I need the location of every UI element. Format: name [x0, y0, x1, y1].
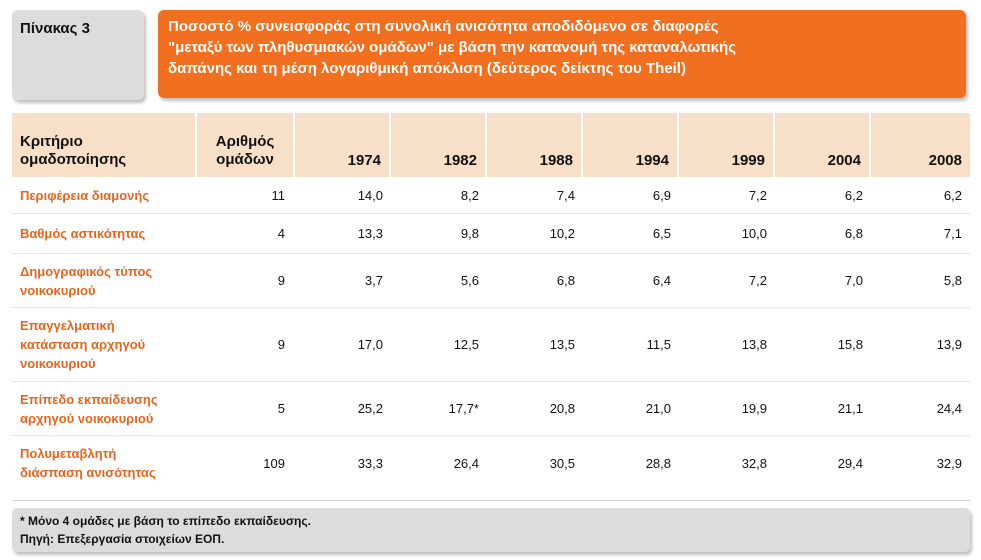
value-cell: 6,8 — [487, 254, 583, 308]
col-header-year: 2004 — [775, 113, 871, 177]
value-cell: 28,8 — [645, 455, 671, 471]
row-criterion: Βαθμός αστικότητας — [12, 214, 197, 254]
value-cell: 7,2 — [679, 177, 775, 214]
value-cell: 13,3 — [295, 214, 391, 254]
row-criterion: Επαγγελματική κατάσταση αρχηγού νοικοκυριο… — [12, 308, 197, 382]
value-cell: 25,2 — [295, 382, 391, 436]
value-cell: 6,2 — [775, 177, 871, 214]
value-cell: 24,4 — [871, 382, 970, 436]
header-row: Κριτήριο ομαδοποίησης Αριθμός ομάδων 197… — [12, 113, 970, 177]
value-cell: 26,4 — [453, 455, 479, 471]
value-cell: 5,8 — [871, 254, 970, 308]
value-cell: 3,7 — [295, 254, 391, 308]
row-groups: 11 — [197, 177, 295, 214]
value-cell: 6,4 — [583, 254, 679, 308]
row-criterion: Δημογραφικός τύπος νοικοκυριού — [12, 254, 197, 308]
value-cell: 7,1 — [871, 214, 970, 254]
value-cell: 13,9 — [871, 308, 970, 382]
table-row: Βαθμός αστικότητας 4 13,3 9,8 10,2 6,5 1… — [12, 214, 970, 254]
table-label-box: Πίνακας 3 — [12, 10, 144, 100]
value-cell: 6,8 — [775, 214, 871, 254]
value-cell: 9,8 — [391, 214, 487, 254]
value-cell: 6,2 — [871, 177, 970, 214]
source-note: Πηγή: Επεξεργασία στοιχείων ΕΟΠ. — [20, 532, 225, 546]
divider — [12, 500, 970, 501]
value-cell: 5,6 — [391, 254, 487, 308]
table-row: Επαγγελματική κατάσταση αρχηγού νοικοκυριο… — [12, 308, 970, 382]
value-cell: 17,0 — [295, 308, 391, 382]
value-cell: 15,8 — [775, 308, 871, 382]
row-groups: 5 — [197, 382, 295, 436]
value-cell: 14,0 — [295, 177, 391, 214]
col-header-year: 2008 — [871, 113, 970, 177]
value-cell: 29,4 — [837, 455, 863, 471]
col-header-year: 1994 — [583, 113, 679, 177]
col-header-year: 1982 — [391, 113, 487, 177]
value-cell: 10,0 — [679, 214, 775, 254]
value-cell: 19,9 — [679, 382, 775, 436]
data-table: Κριτήριο ομαδοποίησης Αριθμός ομάδων 197… — [12, 113, 970, 490]
row-groups: 9 — [197, 308, 295, 382]
table-row: Περιφέρεια διαμονής 11 14,0 8,2 7,4 6,9 … — [12, 177, 970, 214]
title-banner: Ποσοστό % συνεισφοράς στη συνολική ανισό… — [158, 10, 966, 98]
notes-box: * Μόνο 4 ομάδες με βάση το επίπεδο εκπαί… — [12, 508, 970, 552]
value-cell: 11,5 — [583, 308, 679, 382]
col-header-year: 1974 — [295, 113, 391, 177]
table-row: Πολυμεταβλητή διάσπαση ανισότητας 109 33,… — [12, 436, 970, 490]
value-cell: 21,0 — [583, 382, 679, 436]
value-cell: 10,2 — [487, 214, 583, 254]
value-cell: 32,8 — [741, 455, 767, 471]
table-label: Πίνακας 3 — [20, 20, 90, 37]
col-header-year: 1999 — [679, 113, 775, 177]
col-header-criterion: Κριτήριο ομαδοποίησης — [12, 113, 197, 177]
value-cell: 21,1 — [775, 382, 871, 436]
value-cell: 30,5 — [549, 455, 575, 471]
table-row: Επίπεδο εκπαίδευσης αρχηγού νοικοκυριού 5… — [12, 382, 970, 436]
row-groups: 4 — [197, 214, 295, 254]
value-cell: 7,2 — [679, 254, 775, 308]
footnote: * Μόνο 4 ομάδες με βάση το επίπεδο εκπαί… — [20, 514, 311, 528]
title-line-1: Ποσοστό % συνεισφοράς στη συνολική ανισό… — [168, 18, 719, 35]
row-criterion: Πολυμεταβλητή διάσπαση ανισότητας — [20, 446, 156, 480]
row-criterion: Περιφέρεια διαμονής — [12, 177, 197, 214]
title-line-2: "μεταξύ των πληθυσμιακών ομάδων" με βάση… — [168, 39, 737, 56]
value-cell: 6,9 — [583, 177, 679, 214]
col-header-year: 1988 — [487, 113, 583, 177]
value-cell: 7,4 — [487, 177, 583, 214]
title-line-3: δαπάνης και τη μέση λογαριθμική απόκλιση… — [168, 60, 686, 77]
table-title: Ποσοστό % συνεισφοράς στη συνολική ανισό… — [168, 16, 956, 79]
value-cell: 13,8 — [679, 308, 775, 382]
table-row: Δημογραφικός τύπος νοικοκυριού 9 3,7 5,6 … — [12, 254, 970, 308]
value-cell: 12,5 — [391, 308, 487, 382]
value-cell: 33,3 — [357, 455, 383, 471]
value-cell: 20,8 — [487, 382, 583, 436]
row-criterion: Επίπεδο εκπαίδευσης αρχηγού νοικοκυριού — [12, 382, 197, 436]
value-cell: 32,9 — [936, 455, 962, 471]
value-cell: 17,7* — [391, 382, 487, 436]
value-cell: 7,0 — [775, 254, 871, 308]
row-groups: 9 — [197, 254, 295, 308]
col-header-groups: Αριθμός ομάδων — [197, 113, 295, 177]
value-cell: 6,5 — [583, 214, 679, 254]
value-cell: 8,2 — [391, 177, 487, 214]
row-groups: 109 — [263, 455, 285, 471]
value-cell: 13,5 — [487, 308, 583, 382]
